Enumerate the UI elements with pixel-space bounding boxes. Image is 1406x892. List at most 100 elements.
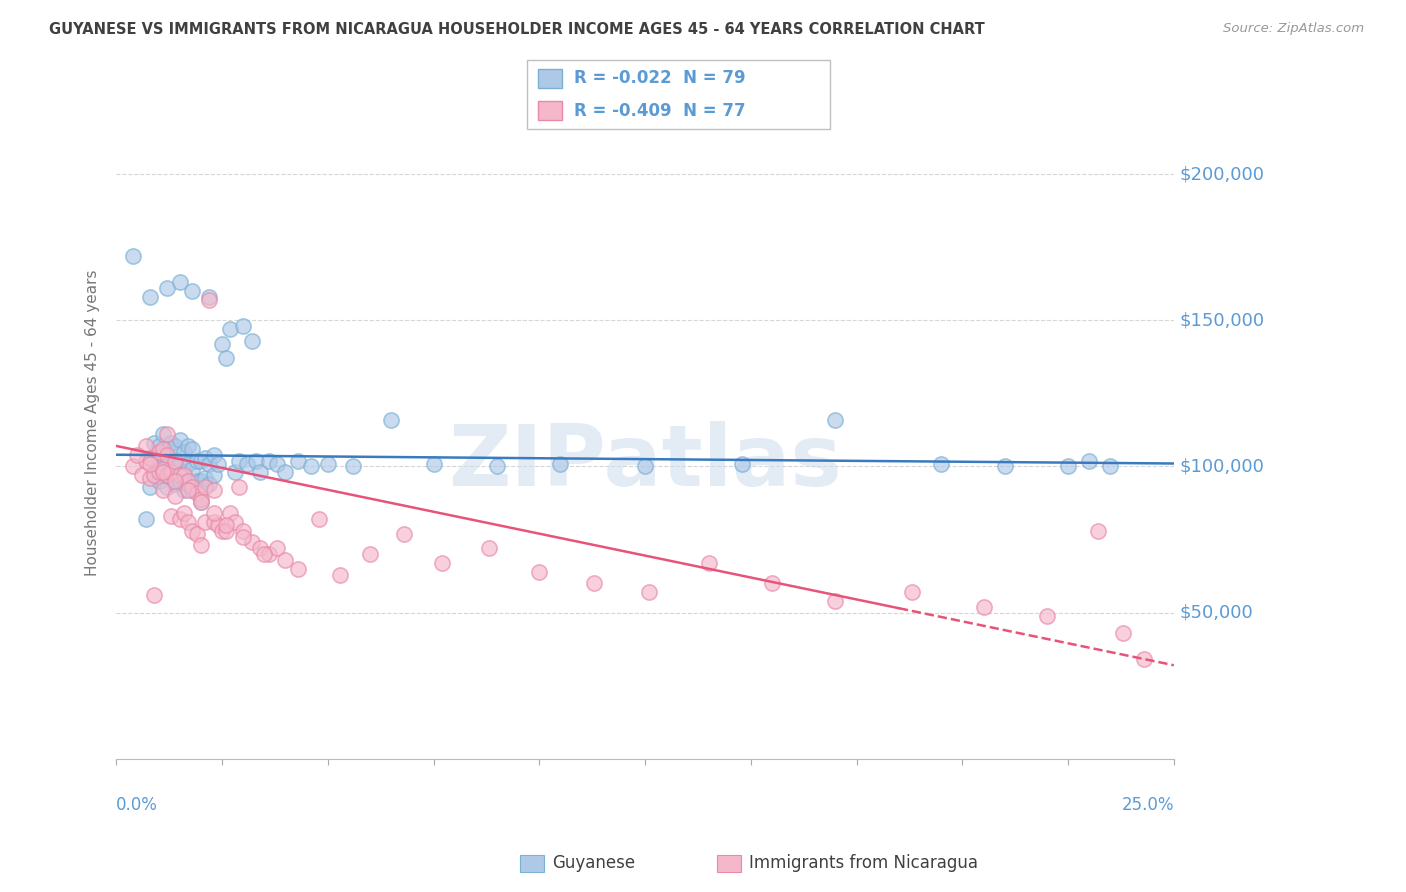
- Point: [316, 457, 339, 471]
- Point: [152, 442, 174, 456]
- Point: [181, 284, 204, 298]
- Text: $200,000: $200,000: [1180, 165, 1264, 183]
- Point: [139, 457, 162, 471]
- Point: [477, 541, 499, 556]
- Point: [143, 436, 166, 450]
- Point: [148, 474, 170, 488]
- Text: Guyanese: Guyanese: [553, 855, 636, 872]
- Point: [202, 468, 225, 483]
- Point: [143, 453, 166, 467]
- Point: [929, 457, 952, 471]
- Point: [973, 599, 995, 614]
- Point: [266, 457, 288, 471]
- Point: [152, 427, 174, 442]
- Point: [131, 468, 153, 483]
- Point: [181, 483, 204, 497]
- Point: [156, 468, 179, 483]
- Point: [181, 480, 204, 494]
- Point: [194, 471, 217, 485]
- Point: [177, 483, 200, 497]
- Point: [1036, 608, 1059, 623]
- Point: [638, 585, 661, 599]
- Text: Source: ZipAtlas.com: Source: ZipAtlas.com: [1223, 22, 1364, 36]
- Point: [160, 453, 183, 467]
- Point: [156, 281, 179, 295]
- Point: [634, 459, 657, 474]
- Point: [274, 553, 297, 567]
- Point: [177, 457, 200, 471]
- Point: [156, 448, 179, 462]
- Point: [169, 275, 191, 289]
- Point: [224, 465, 246, 479]
- Point: [1087, 524, 1109, 538]
- Point: [232, 524, 254, 538]
- Point: [186, 485, 208, 500]
- Point: [186, 526, 208, 541]
- Point: [181, 442, 204, 456]
- Text: ZIPatlas: ZIPatlas: [449, 421, 842, 504]
- Point: [152, 462, 174, 476]
- Point: [194, 450, 217, 465]
- Point: [198, 293, 221, 307]
- Point: [148, 445, 170, 459]
- Point: [135, 439, 157, 453]
- Point: [287, 562, 309, 576]
- Point: [224, 515, 246, 529]
- Point: [198, 290, 221, 304]
- Point: [207, 517, 229, 532]
- Point: [122, 249, 145, 263]
- Point: [173, 506, 195, 520]
- Point: [156, 459, 179, 474]
- Text: $100,000: $100,000: [1180, 458, 1264, 475]
- Point: [177, 515, 200, 529]
- Point: [177, 477, 200, 491]
- Point: [169, 512, 191, 526]
- Point: [190, 474, 212, 488]
- Point: [219, 506, 242, 520]
- Point: [173, 468, 195, 483]
- Point: [177, 474, 200, 488]
- Point: [824, 412, 846, 426]
- Point: [1099, 459, 1122, 474]
- Point: [152, 465, 174, 479]
- Point: [194, 480, 217, 494]
- Point: [215, 524, 238, 538]
- Point: [165, 489, 187, 503]
- Point: [219, 322, 242, 336]
- Point: [198, 457, 221, 471]
- Point: [190, 538, 212, 552]
- Point: [253, 547, 276, 561]
- Point: [422, 457, 444, 471]
- Point: [299, 459, 322, 474]
- Text: $50,000: $50,000: [1180, 604, 1253, 622]
- Point: [152, 483, 174, 497]
- Point: [1057, 459, 1080, 474]
- Point: [257, 547, 280, 561]
- Point: [266, 541, 288, 556]
- Point: [1078, 453, 1101, 467]
- Point: [152, 465, 174, 479]
- Point: [211, 336, 233, 351]
- Point: [380, 412, 402, 426]
- Point: [1133, 652, 1156, 666]
- Point: [697, 556, 720, 570]
- Point: [202, 506, 225, 520]
- Point: [249, 541, 271, 556]
- Text: Immigrants from Nicaragua: Immigrants from Nicaragua: [749, 855, 979, 872]
- Point: [160, 471, 183, 485]
- Point: [165, 439, 187, 453]
- Point: [207, 457, 229, 471]
- Point: [190, 494, 212, 508]
- Point: [160, 436, 183, 450]
- Point: [173, 465, 195, 479]
- Point: [550, 457, 572, 471]
- Point: [181, 462, 204, 476]
- Text: $150,000: $150,000: [1180, 311, 1264, 329]
- Point: [177, 439, 200, 453]
- Point: [160, 465, 183, 479]
- Point: [392, 526, 415, 541]
- Point: [156, 480, 179, 494]
- Point: [127, 448, 149, 462]
- Point: [135, 512, 157, 526]
- Point: [194, 515, 217, 529]
